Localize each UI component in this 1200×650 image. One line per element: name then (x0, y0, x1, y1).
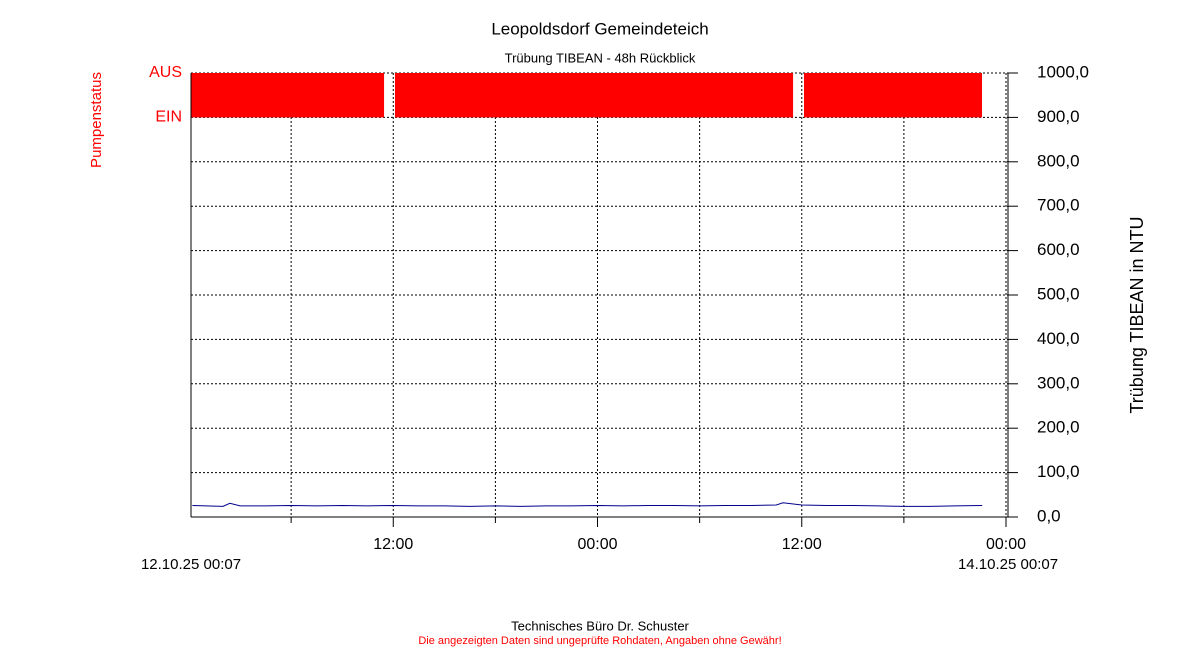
y-tick-label: 1000,0 (1037, 62, 1089, 81)
y-axis-label: Trübung TIBEAN in NTU (1127, 216, 1147, 413)
x-tick-label: 00:00 (986, 536, 1026, 553)
status-tick-label: AUS (149, 64, 182, 81)
chart-title: Leopoldsdorf Gemeindeteich (491, 19, 708, 38)
x-start-label: 12.10.25 00:07 (141, 556, 241, 573)
turbidity-line (192, 502, 983, 507)
x-tick-label: 00:00 (577, 536, 617, 553)
pump-status-bar (191, 73, 385, 118)
y-tick-label: 600,0 (1037, 240, 1080, 259)
pump-status-bar (394, 73, 794, 118)
x-tick-label: 12:00 (782, 536, 822, 553)
status-axis-label: Pumpenstatus (88, 72, 105, 168)
disclaimer: Die angezeigten Daten sind ungeprüfte Ro… (418, 635, 781, 647)
y-tick-label: 400,0 (1037, 329, 1080, 348)
status-tick-label: EIN (155, 109, 182, 126)
x-end-label: 14.10.25 00:07 (958, 556, 1058, 573)
footer: Technisches Büro Dr. Schuster (511, 618, 689, 633)
y-tick-label: 700,0 (1037, 196, 1080, 215)
y-tick-label: 200,0 (1037, 418, 1080, 437)
chart-subtitle: Trübung TIBEAN - 48h Rückblick (505, 50, 696, 65)
y-tick-label: 0,0 (1037, 506, 1061, 525)
y-tick-label: 900,0 (1037, 107, 1080, 126)
y-tick-label: 300,0 (1037, 373, 1080, 392)
pump-status-bar (803, 73, 983, 118)
y-tick-label: 800,0 (1037, 151, 1080, 170)
x-tick-label: 12:00 (373, 536, 413, 553)
y-tick-label: 100,0 (1037, 462, 1080, 481)
y-tick-label: 500,0 (1037, 284, 1080, 303)
